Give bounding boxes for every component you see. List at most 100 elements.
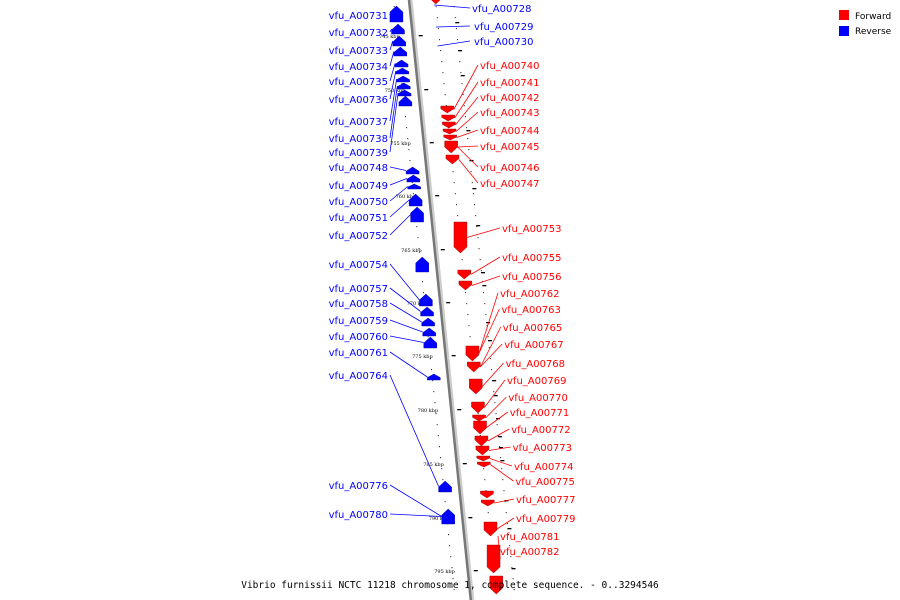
backbone-line (407, 0, 473, 600)
forward-label-leader (457, 145, 479, 148)
axis-tick-mark (468, 517, 473, 519)
guide-dot (484, 303, 486, 305)
guide-dot (504, 501, 506, 503)
forward-gene-arrow (442, 121, 456, 129)
reverse-gene-label: vfu_A00735 (329, 77, 388, 88)
guide-dot (442, 72, 444, 74)
forward-gene-arrow (471, 401, 485, 414)
reverse-gene-arrow (405, 166, 420, 175)
forward-gene-arrow (480, 490, 494, 499)
guide-dot (466, 127, 468, 129)
reverse-label-leader (389, 178, 408, 186)
reverse-label-leader (389, 214, 411, 236)
forward-gene-label: vfu_A00740 (480, 61, 539, 72)
guide-dot (498, 446, 500, 448)
axis-minor-tick (493, 395, 498, 397)
forward-label-leader (453, 64, 479, 110)
guide-dot (487, 512, 489, 514)
guide-dot (440, 457, 442, 459)
reverse-label-leader (389, 78, 398, 122)
forward-label-leader (455, 111, 479, 132)
axis-minor-tick (458, 50, 463, 52)
guide-dot (474, 204, 476, 206)
axis-tick-label: 790 kbp (429, 516, 450, 522)
reverse-gene-arrow (410, 206, 424, 223)
guide-dot (496, 424, 498, 426)
reverse-label-leader (389, 63, 396, 82)
reverse-label-leader (389, 85, 398, 139)
guide-dot (477, 237, 479, 239)
forward-label-leader (457, 146, 479, 168)
reverse-gene-arrow (393, 46, 408, 57)
forward-label-leader (482, 362, 504, 387)
guide-dot (406, 127, 408, 129)
reverse-gene-arrow (397, 82, 411, 90)
forward-label-leader (480, 343, 503, 368)
reverse-label-leader (389, 484, 442, 517)
guide-dot (511, 567, 513, 569)
reverse-gene-label: vfu_A00739 (329, 148, 388, 159)
forward-label-leader (489, 458, 513, 467)
forward-label-leader (466, 227, 501, 238)
guide-dot (464, 116, 466, 118)
guide-dot (457, 39, 459, 41)
reverse-label-leader (389, 374, 439, 487)
reverse-label-leader (389, 319, 423, 333)
guide-dot (432, 380, 434, 382)
forward-label-leader (456, 129, 479, 138)
guide-dot (509, 545, 511, 547)
reverse-gene-arrow (427, 373, 441, 381)
guide-dot (485, 314, 487, 316)
guide-dot (444, 501, 446, 503)
guide-dot (488, 347, 490, 349)
forward-gene-arrow (431, 0, 441, 5)
guide-dot (453, 182, 455, 184)
axis-tick-mark (418, 35, 423, 37)
axis-tick-mark (435, 195, 440, 197)
guide-dot (436, 17, 438, 19)
reverse-gene-label: vfu_A00748 (329, 163, 388, 174)
reverse-gene-label: vfu_A00736 (329, 95, 388, 106)
guide-dot (412, 193, 414, 195)
axis-tick-mark (429, 142, 434, 144)
forward-gene-arrow (489, 575, 503, 595)
reverse-gene-arrow (419, 293, 433, 307)
reverse-gene-label: vfu_A00780 (329, 510, 388, 521)
forward-gene-label: vfu_A00781 (500, 532, 559, 543)
reverse-gene-label: vfu_A00733 (329, 46, 388, 57)
guide-dot (502, 479, 504, 481)
forward-legend-label: Forward (855, 12, 891, 22)
forward-legend-swatch (839, 10, 849, 20)
guide-dot (409, 160, 411, 162)
axis-minor-tick (455, 22, 460, 24)
forward-gene-label: vfu_A00763 (501, 305, 560, 316)
forward-gene-arrow (486, 544, 501, 574)
axis-tick-mark (446, 302, 451, 304)
reverse-gene-arrow (407, 183, 421, 190)
reverse-legend-swatch (839, 26, 849, 36)
axis-minor-tick (492, 380, 497, 382)
reverse-gene-label: vfu_A00754 (329, 260, 388, 271)
reverse-gene-arrow (421, 317, 435, 327)
guide-dot (435, 413, 437, 415)
forward-gene-arrow (467, 361, 481, 373)
reverse-label-leader (389, 40, 394, 51)
forward-gene-label: vfu_A00782 (500, 547, 559, 558)
guide-dot (457, 215, 459, 217)
guide-dot (512, 578, 514, 580)
guide-dot (483, 292, 485, 294)
reverse-gene-label: vfu_A00737 (329, 117, 388, 128)
guide-dot (436, 424, 438, 426)
guide-dot (427, 336, 429, 338)
guide-dot (484, 479, 486, 481)
reverse-gene-label: vfu_A00751 (329, 213, 388, 224)
guide-dot (443, 83, 445, 85)
forward-gene-label: vfu_A00774 (514, 462, 573, 473)
forward-label-leader (486, 411, 509, 428)
reverse-gene-arrow (395, 67, 410, 75)
forward-gene-arrow (465, 345, 480, 362)
reverse-label-leader (389, 186, 408, 202)
guide-dot (454, 17, 456, 19)
reverse-gene-arrow (415, 256, 429, 273)
